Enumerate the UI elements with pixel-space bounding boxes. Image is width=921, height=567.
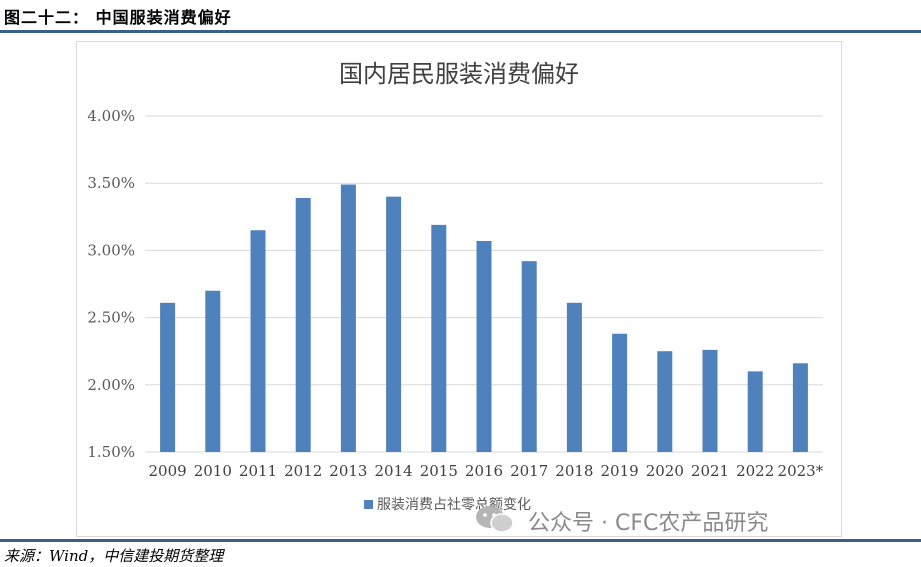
x-tick-label: 2012	[284, 462, 322, 480]
legend-swatch	[364, 500, 373, 509]
x-tick-label: 2022	[736, 462, 774, 480]
bar	[747, 371, 763, 452]
y-tick-label: 2.50%	[87, 309, 135, 327]
y-tick-label: 3.00%	[87, 241, 135, 259]
bar	[250, 230, 266, 452]
x-tick-label: 2016	[465, 462, 503, 480]
bar	[792, 363, 808, 452]
bottom-divider	[0, 539, 921, 542]
bar-chart: 国内居民服装消费偏好 1.50% 2.00% 2.50% 3.00% 3.50% 4.00%…	[87, 60, 824, 513]
x-tick-label: 2010	[194, 462, 232, 480]
figure-title: 图二十二： 中国服装消费偏好	[4, 8, 232, 27]
x-tick-label: 2013	[329, 462, 367, 480]
bar	[160, 302, 176, 452]
x-tick-label: 2021	[691, 462, 729, 480]
x-tick-label: 2015	[420, 462, 458, 480]
y-tick-label: 3.50%	[87, 174, 135, 192]
bar	[657, 351, 673, 452]
source-note: 来源：Wind，中信建投期货整理	[4, 547, 224, 565]
watermark-text: 公众号 · CFC农产品研究	[528, 511, 769, 536]
bar	[521, 261, 537, 452]
bar	[612, 333, 628, 452]
x-tick-label: 2023*	[778, 462, 824, 480]
bar	[205, 290, 221, 452]
watermark: 公众号 · CFC农产品研究	[470, 501, 890, 537]
bar	[295, 197, 311, 452]
bar	[566, 302, 582, 452]
wechat-icon	[476, 506, 514, 533]
x-tick-label: 2011	[239, 462, 277, 480]
y-tick-label: 2.00%	[87, 376, 135, 394]
chart-frame: 国内居民服装消费偏好 1.50% 2.00% 2.50% 3.00% 3.50% 4.00%…	[76, 41, 842, 537]
x-tick-label: 2014	[375, 462, 413, 480]
bar	[340, 184, 356, 452]
x-tick-label: 2009	[149, 462, 187, 480]
bar	[431, 224, 447, 452]
y-tick-label: 4.00%	[87, 107, 135, 125]
bar	[386, 196, 402, 452]
y-tick-label: 1.50%	[87, 443, 135, 461]
bar	[476, 240, 492, 452]
top-divider	[0, 30, 921, 33]
x-tick-label: 2017	[510, 462, 548, 480]
x-tick-label: 2019	[601, 462, 639, 480]
x-tick-label: 2020	[646, 462, 684, 480]
bar	[702, 349, 718, 452]
chart-title: 国内居民服装消费偏好	[339, 60, 579, 88]
x-tick-label: 2018	[555, 462, 593, 480]
